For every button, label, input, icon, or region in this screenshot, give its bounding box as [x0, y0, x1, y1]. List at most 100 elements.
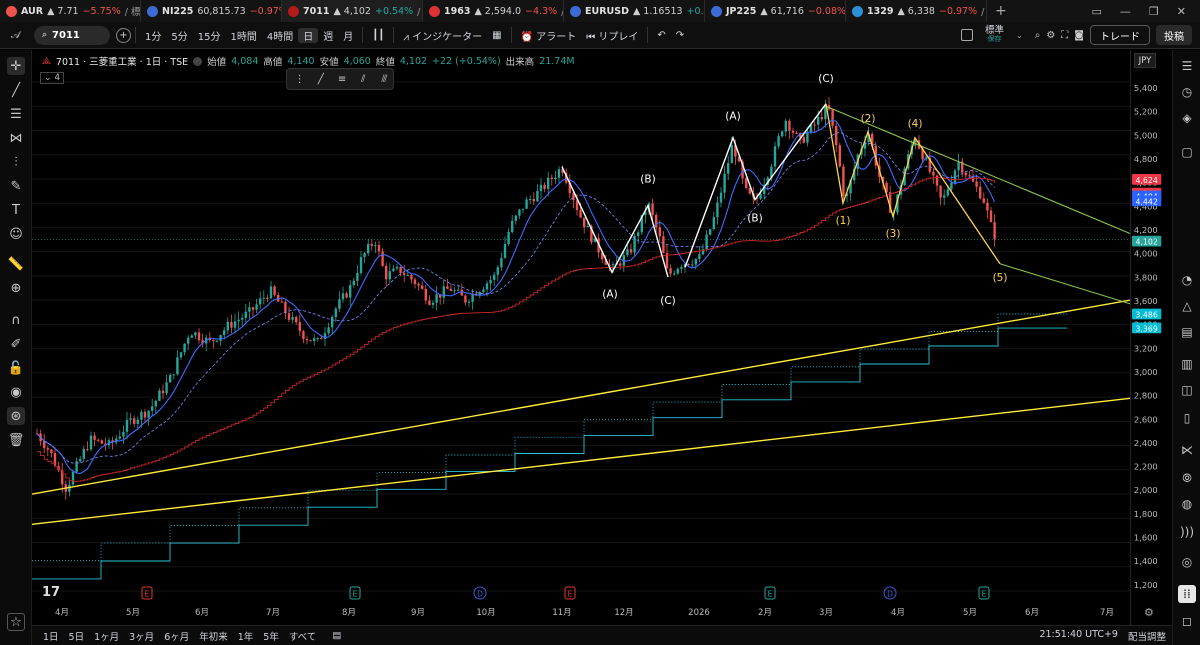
- layout-select-icon[interactable]: [961, 29, 973, 41]
- chart-up-icon[interactable]: ⦾: [1182, 470, 1192, 485]
- trend-line-icon[interactable]: ╱: [12, 82, 20, 98]
- screener-icon[interactable]: ◫: [1181, 383, 1193, 397]
- speed-icon[interactable]: ◔: [1181, 273, 1193, 287]
- browser-tab[interactable]: 1963▲ 2,594.0−4.3%/ 標×: [423, 0, 564, 22]
- wave-label-white: (B): [747, 212, 762, 224]
- redo-icon[interactable]: ↷: [675, 29, 685, 41]
- range-option[interactable]: 5年: [263, 631, 279, 643]
- news-icon[interactable]: ▥: [1181, 357, 1193, 371]
- undo-icon[interactable]: ↶: [657, 29, 666, 41]
- layout-name[interactable]: 標準 保存: [985, 26, 1004, 44]
- triangle-icon[interactable]: △: [1182, 299, 1192, 313]
- timeframe-option[interactable]: 1時間: [230, 31, 257, 43]
- notifications-icon[interactable]: ◻: [1182, 614, 1192, 628]
- axis-settings-icon[interactable]: ⚙: [1144, 606, 1154, 619]
- signal-icon[interactable]: ))): [1179, 525, 1195, 539]
- globe-icon[interactable]: ⊛: [7, 407, 25, 425]
- draw-line-icon[interactable]: ╱: [317, 73, 324, 85]
- fib-icon[interactable]: ⫶: [14, 154, 18, 170]
- candle-body: [507, 231, 510, 245]
- favorites-star-icon[interactable]: ☆: [7, 613, 25, 631]
- price-chart[interactable]: 4月 5月 6月 7月 8月 9月 10月 11月 12月 2026 2月 3月 4月 5月 6月 7月 (A)…: [32, 50, 1130, 625]
- quick-search-icon[interactable]: ⌕: [1034, 29, 1041, 41]
- candle-style-icon[interactable]: ┃┃: [372, 29, 385, 41]
- indicator-count-toggle[interactable]: ⌄ 4: [40, 72, 65, 84]
- trash-icon[interactable]: 🗑: [7, 432, 25, 448]
- crosshair-icon[interactable]: ✛: [7, 57, 25, 75]
- browser-tab[interactable]: 7011▲ 4,102+0.54%/ 標×: [282, 0, 423, 22]
- pulse-icon[interactable]: ⋉: [1181, 443, 1193, 457]
- timeframe-option[interactable]: 5分: [171, 31, 188, 43]
- range-option[interactable]: 1ヶ月: [94, 631, 120, 643]
- timeframe-option[interactable]: 15分: [197, 31, 221, 43]
- timeframe-option[interactable]: 月: [343, 31, 354, 43]
- candle-body: [97, 439, 100, 441]
- pattern-icon[interactable]: ⋈: [9, 130, 23, 146]
- draw-fib-icon[interactable]: ≡: [337, 73, 347, 85]
- new-tab-icon[interactable]: +: [995, 3, 1007, 19]
- draw-parallel-icon[interactable]: ⫻: [381, 73, 388, 85]
- browser-tab[interactable]: 1329▲ 6,338−0.97%/ 比×: [846, 0, 987, 22]
- alert-button[interactable]: ⏰ アラート: [520, 31, 577, 43]
- chevron-down-icon[interactable]: ⌄: [1016, 30, 1023, 40]
- range-option[interactable]: 年初来: [199, 631, 228, 643]
- layout-icon[interactable]: ▭: [1091, 4, 1102, 18]
- book-icon[interactable]: ▯: [1183, 411, 1191, 425]
- apps-grid-icon[interactable]: ⁞⁞: [1178, 585, 1196, 603]
- chat-icon[interactable]: ▢: [1181, 145, 1193, 159]
- drag-handle-icon[interactable]: ⋮: [294, 73, 305, 85]
- globe-side-icon[interactable]: ◍: [1181, 497, 1193, 511]
- adjustment-toggle[interactable]: 配当調整: [1127, 632, 1166, 643]
- range-option[interactable]: すべて: [288, 631, 317, 643]
- minimize-icon[interactable]: —: [1119, 4, 1131, 18]
- range-option[interactable]: 1日: [43, 631, 59, 643]
- candle-body: [791, 130, 795, 133]
- price-axis[interactable]: 5,4005,2005,0004,8004,6004,4004,2004,000…: [1130, 50, 1172, 625]
- brush-icon[interactable]: ✎: [10, 178, 22, 194]
- help-icon[interactable]: ◎: [1181, 555, 1193, 569]
- timeframe-option[interactable]: 週: [323, 31, 334, 43]
- clock[interactable]: 21:51:40 UTC+9: [1039, 629, 1118, 640]
- lock-drawing-icon[interactable]: ✐: [10, 336, 22, 352]
- camera-icon[interactable]: ◙: [1074, 29, 1084, 41]
- range-option[interactable]: 6ヶ月: [164, 631, 190, 643]
- timeframe-option[interactable]: 1分: [145, 31, 162, 43]
- horizontal-lines-icon[interactable]: ☰: [10, 106, 22, 122]
- range-option[interactable]: 1年: [237, 631, 254, 643]
- browser-tab[interactable]: EURUSD▲ 1.16513+0.23%×: [564, 0, 705, 22]
- draw-channel-icon[interactable]: ⫽: [360, 73, 366, 85]
- symbol-search[interactable]: ⌕ 7011: [34, 25, 110, 45]
- currency-selector[interactable]: JPY: [1134, 53, 1156, 68]
- emoji-icon[interactable]: ☺: [9, 226, 23, 242]
- settings-icon[interactable]: ⚙: [1046, 29, 1056, 41]
- fullscreen-icon[interactable]: ⛶: [1061, 29, 1069, 41]
- browser-tab[interactable]: AUR▲ 7.71−5.75%/ 標準×: [0, 0, 141, 22]
- eye-icon[interactable]: ◉: [10, 384, 22, 400]
- browser-tab[interactable]: JP225▲ 61,716−0.08%/×: [705, 0, 846, 22]
- range-option[interactable]: 3ヶ月: [129, 631, 155, 643]
- close-icon[interactable]: ✕: [1176, 4, 1186, 18]
- trade-button[interactable]: トレード: [1090, 25, 1150, 45]
- range-option[interactable]: 5日: [68, 631, 85, 643]
- alerts-clock-icon[interactable]: ◷: [1181, 85, 1193, 99]
- indicators-button[interactable]: ⩘ インジケーター: [403, 31, 483, 43]
- magnet-icon[interactable]: ∩: [11, 312, 21, 328]
- volume-label: 出来高: [505, 57, 535, 68]
- watchlist-icon[interactable]: ☰: [1181, 59, 1193, 73]
- replay-button[interactable]: ⏮ リプレイ: [586, 31, 639, 43]
- layers-icon[interactable]: ◈: [1182, 111, 1192, 125]
- restore-icon[interactable]: ❐: [1148, 4, 1159, 18]
- ruler-icon[interactable]: 📏: [7, 256, 25, 272]
- templates-icon[interactable]: ▦: [492, 29, 502, 41]
- text-icon[interactable]: T: [12, 202, 20, 218]
- timeframe-option[interactable]: 日: [298, 27, 319, 43]
- lock-icon[interactable]: 🔓: [7, 360, 25, 376]
- calendar-icon[interactable]: ▤: [1181, 325, 1193, 339]
- zoom-in-icon[interactable]: ⊕: [10, 280, 22, 296]
- candle-body: [788, 120, 791, 131]
- timeframe-option[interactable]: 4時間: [266, 31, 294, 43]
- compare-add-icon[interactable]: +: [116, 27, 131, 43]
- date-range-icon[interactable]: ▤: [332, 630, 342, 641]
- post-button[interactable]: 投稿: [1156, 25, 1192, 45]
